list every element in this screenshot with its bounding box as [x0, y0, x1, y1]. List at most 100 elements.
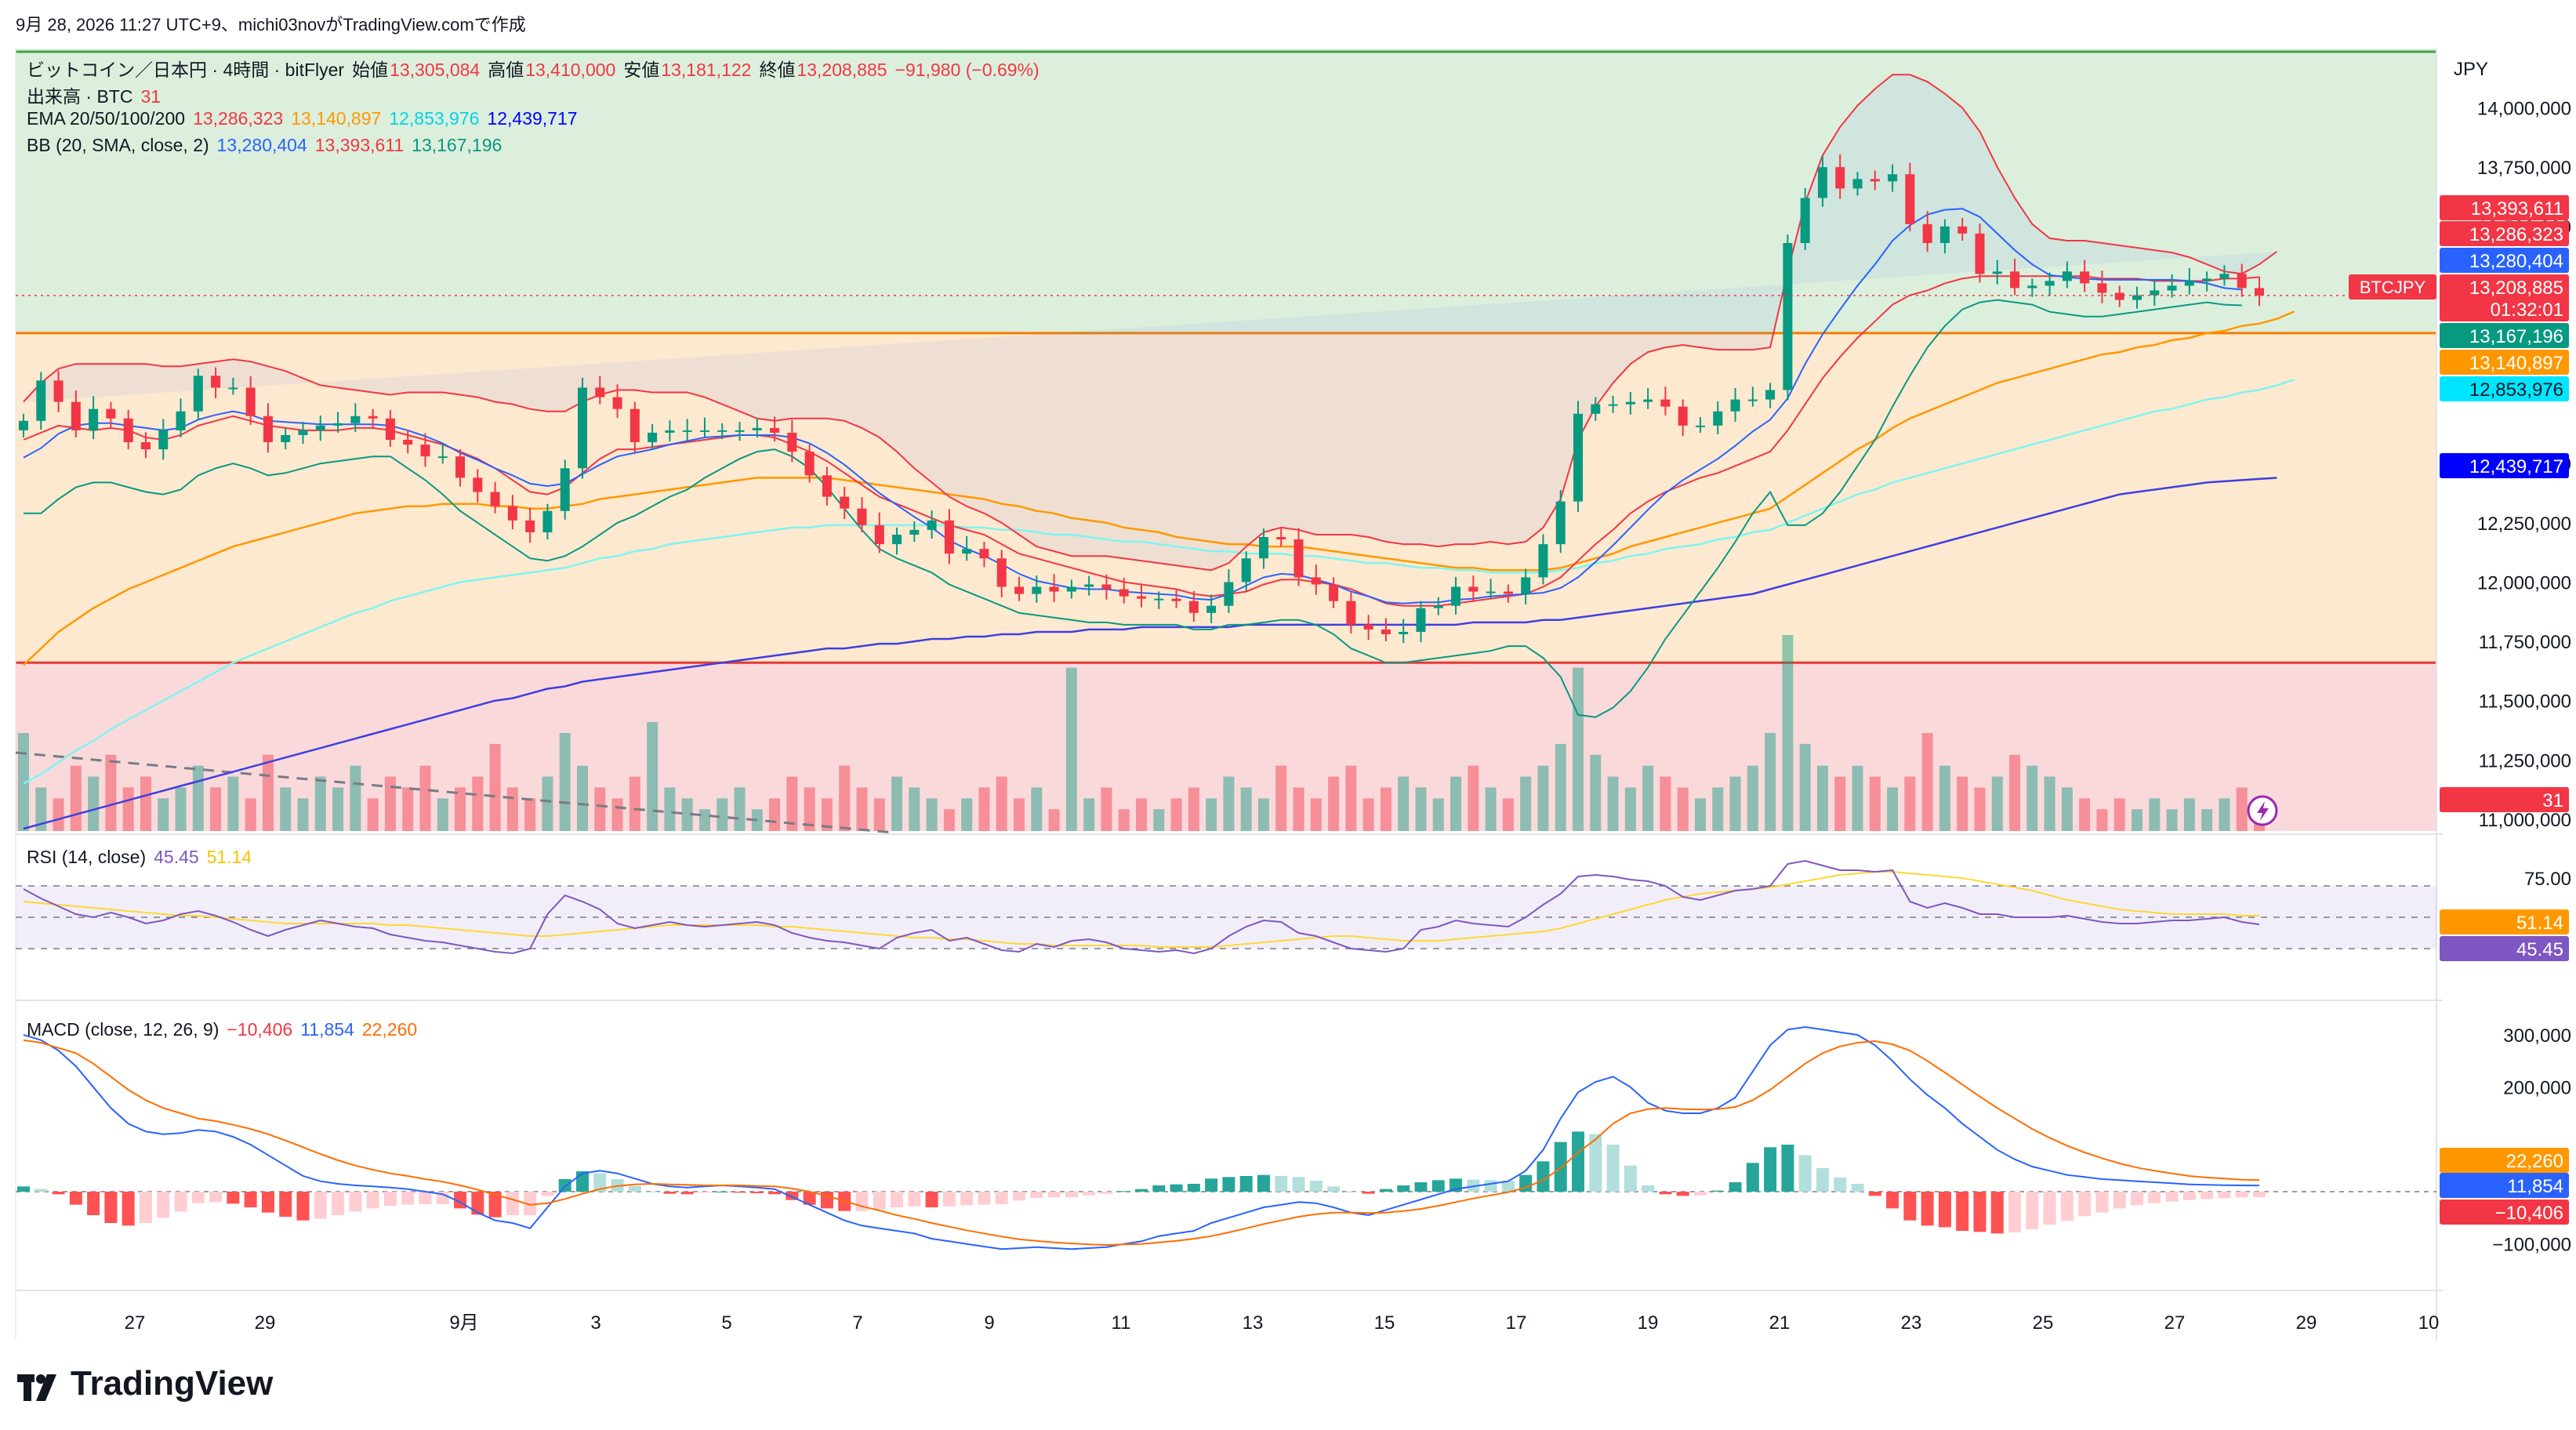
macd-histogram-bar	[1519, 1174, 1533, 1192]
symbol-legend[interactable]: ビットコイン／日本円 · 4時間 · bitFlyer 始値13,305,084 高…	[27, 55, 1047, 82]
time-tick-label: 11	[1112, 1312, 1131, 1334]
candle	[1154, 591, 1164, 609]
candle-body	[752, 427, 762, 430]
candle	[2080, 260, 2090, 292]
price-badge-text: 13,393,611	[2471, 198, 2563, 220]
candle-body	[1591, 404, 1601, 414]
candle	[1119, 578, 1129, 604]
candle-body	[1206, 605, 1217, 613]
macd-histogram-bar	[1834, 1178, 1847, 1192]
symbol-tag-text: BTCJPY	[2360, 278, 2426, 297]
macd-badge-text: 22,260	[2506, 1151, 2563, 1172]
macd-histogram-bar	[1431, 1180, 1445, 1192]
volume-bar	[280, 787, 292, 831]
candle	[1888, 164, 1898, 192]
volume-bar	[1468, 765, 1479, 831]
macd-histogram-bar	[873, 1192, 886, 1210]
macd-histogram-bar	[908, 1192, 921, 1207]
ema-label: EMA 20/50/100/200	[27, 108, 186, 129]
candle-body	[525, 520, 535, 532]
candles[interactable]	[16, 154, 2436, 644]
macd-histogram-bar	[2078, 1192, 2092, 1217]
volume-bar	[804, 787, 815, 831]
candle	[1416, 601, 1426, 643]
macd-histogram-bar	[1606, 1145, 1620, 1192]
macd-histogram-bar	[366, 1192, 379, 1209]
macd-histogram-bar	[52, 1192, 65, 1195]
candle	[1817, 155, 1827, 207]
volume-bar	[1957, 776, 1968, 831]
volume-bar	[1729, 776, 1741, 831]
macd-badge-bg	[2440, 1200, 2569, 1225]
price-badge: 12,853,976	[2440, 376, 2569, 401]
candle-body	[996, 558, 1007, 587]
macd-histogram-bar	[1030, 1192, 1043, 1198]
bb-label: BB (20, SMA, close, 2)	[27, 135, 209, 155]
volume-legend[interactable]: 出来高 · BTC 31	[27, 82, 169, 108]
macd-histogram-bar	[1170, 1184, 1183, 1192]
candle-body	[298, 430, 308, 435]
macd-histogram-bar	[1292, 1177, 1305, 1192]
candle-body	[2237, 274, 2247, 289]
candle-body	[140, 442, 151, 450]
candle-body	[699, 430, 709, 432]
rsi-legend[interactable]: RSI (14, close) 45.45 51.14	[27, 847, 259, 868]
volume-bar	[1887, 787, 1899, 831]
rsi-ma-line	[23, 871, 2260, 948]
candle	[1433, 597, 1443, 615]
candle	[385, 409, 395, 448]
macd-histogram-bar	[750, 1192, 764, 1193]
candle	[892, 527, 902, 555]
price-badge-bg	[2440, 221, 2569, 246]
time-tick-label: 27	[2164, 1312, 2186, 1334]
macd-histogram-bar	[1798, 1155, 1812, 1192]
candle-body	[2044, 281, 2055, 286]
candle-body	[1747, 399, 1758, 401]
candle-body	[333, 423, 343, 426]
candle-body	[840, 496, 850, 509]
close-value: 13,208,885	[796, 60, 887, 80]
time-tick-label: 29	[255, 1312, 276, 1334]
candle-body	[263, 416, 273, 443]
macd-legend[interactable]: MACD (close, 12, 26, 9) −10,406 11,854 22,2…	[27, 1019, 425, 1040]
bb-legend[interactable]: BB (20, SMA, close, 2) 13,280,404 13,393,6…	[27, 135, 510, 156]
candle	[735, 422, 745, 441]
volume-bar	[245, 798, 256, 831]
macd-histogram-bar	[1065, 1192, 1078, 1198]
candle-body	[1346, 601, 1356, 625]
price-tick-label: 11,750,000	[2479, 632, 2571, 653]
candle	[140, 432, 151, 459]
tradingview-logo[interactable]: TradingView	[17, 1364, 273, 1403]
volume-bar	[1153, 809, 1165, 831]
candle	[1224, 569, 1234, 613]
macd-badge: 11,854	[2440, 1173, 2569, 1198]
candle	[1171, 590, 1181, 608]
volume-bar	[1834, 776, 1846, 831]
candle	[1678, 399, 1688, 437]
volume-bar	[1101, 787, 1112, 831]
volume-bar	[943, 809, 955, 831]
macd-badge-bg	[2440, 1173, 2569, 1198]
volume-bar	[2061, 787, 2073, 831]
volume-bar	[1240, 787, 1252, 831]
candle-body	[1066, 586, 1076, 592]
ema-legend[interactable]: EMA 20/50/100/200 13,286,323 13,140,897 12,…	[27, 108, 586, 129]
volume-bar	[524, 798, 536, 831]
macd-histogram-bar	[1659, 1192, 1672, 1195]
candle	[1188, 590, 1199, 622]
volume-bar	[996, 776, 1007, 831]
candle-body	[1852, 179, 1863, 189]
candle-body	[944, 520, 954, 554]
volume-bar	[35, 787, 47, 831]
candle	[822, 466, 832, 506]
macd-tick-label: 300,000	[2503, 1025, 2571, 1047]
candle	[473, 469, 483, 503]
macd-histogram-bar	[1379, 1189, 1392, 1192]
macd-histogram-bar	[2043, 1192, 2056, 1225]
high-label: 高値	[488, 60, 524, 80]
volume-bar	[1136, 798, 1147, 831]
candle-body	[193, 376, 203, 412]
ema20-value: 13,286,323	[193, 108, 284, 129]
candle	[1346, 592, 1356, 634]
